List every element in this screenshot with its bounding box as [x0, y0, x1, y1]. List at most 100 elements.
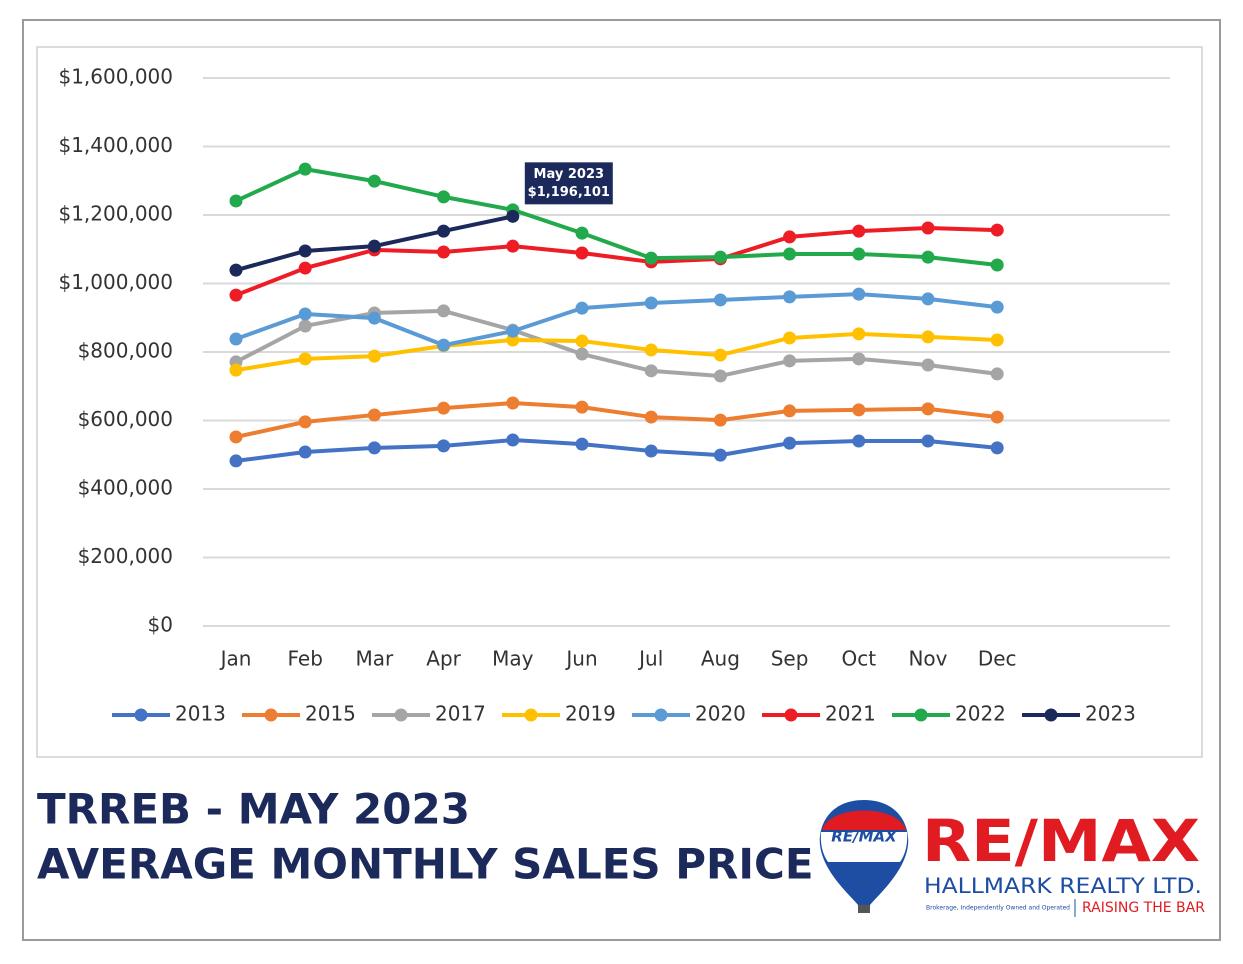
- point: [367, 408, 381, 422]
- point: [298, 319, 312, 333]
- point: [713, 293, 727, 307]
- balloon-text: RE/MAX: [831, 828, 898, 846]
- point: [575, 400, 589, 414]
- point: [367, 239, 381, 253]
- point: [644, 343, 658, 357]
- point: [367, 174, 381, 188]
- legend-marker: [1044, 708, 1058, 722]
- point: [644, 251, 658, 265]
- company: HALLMARK REALTY LTD.: [924, 874, 1202, 898]
- point: [298, 415, 312, 429]
- point: [644, 444, 658, 458]
- point: [852, 352, 866, 366]
- point: [506, 433, 520, 447]
- legend-label: 2020: [695, 702, 746, 726]
- point: [921, 402, 935, 416]
- point: [298, 352, 312, 366]
- x-tick-label: Apr: [426, 647, 461, 671]
- point: [298, 445, 312, 459]
- point: [990, 410, 1004, 424]
- y-tick-label: $200,000: [78, 544, 173, 568]
- point: [575, 334, 589, 348]
- point: [990, 333, 1004, 347]
- point: [506, 239, 520, 253]
- point: [713, 448, 727, 462]
- point: [437, 224, 451, 238]
- series-line: [235, 331, 998, 373]
- legend-label: 2019: [565, 702, 616, 726]
- point: [713, 413, 727, 427]
- point: [921, 250, 935, 264]
- x-tick-label: Nov: [908, 647, 947, 671]
- point: [852, 434, 866, 448]
- point: [990, 441, 1004, 455]
- x-tick-label: Jul: [637, 647, 663, 671]
- point: [298, 307, 312, 321]
- legend-marker: [394, 708, 408, 722]
- point: [437, 304, 451, 318]
- x-tick-label: Dec: [978, 647, 1017, 671]
- point: [783, 290, 797, 304]
- y-tick-label: $1,000,000: [58, 270, 173, 294]
- y-tick-label: $600,000: [78, 407, 173, 431]
- point: [921, 330, 935, 344]
- x-tick-label: Sep: [771, 647, 809, 671]
- point: [852, 287, 866, 301]
- x-tick-label: May: [492, 647, 534, 671]
- y-tick-label: $1,600,000: [58, 65, 173, 89]
- legend-marker: [784, 708, 798, 722]
- legend-label: 2021: [825, 702, 876, 726]
- point: [229, 332, 243, 346]
- y-tick-label: $400,000: [78, 476, 173, 500]
- legend-label: 2022: [955, 702, 1006, 726]
- legend-marker: [654, 708, 668, 722]
- legend-label: 2013: [175, 702, 226, 726]
- footer-title: TRREB - MAY 2023: [37, 785, 470, 834]
- point: [298, 261, 312, 275]
- annotation-box: [524, 162, 613, 205]
- point: [229, 288, 243, 302]
- point: [990, 223, 1004, 237]
- x-tick-label: Mar: [356, 647, 395, 671]
- point: [437, 439, 451, 453]
- chart-frame: [36, 46, 1203, 758]
- series-line: [235, 308, 998, 378]
- point: [298, 162, 312, 176]
- point: [783, 404, 797, 418]
- point: [783, 436, 797, 450]
- x-tick-label: Aug: [701, 647, 740, 671]
- point: [506, 396, 520, 410]
- point: [783, 331, 797, 345]
- legend-label: 2023: [1085, 702, 1136, 726]
- point: [575, 226, 589, 240]
- point: [437, 338, 451, 352]
- point: [783, 247, 797, 261]
- point: [229, 194, 243, 208]
- slogan: RAISING THE BAR: [1082, 900, 1205, 916]
- plot: $0 $200,000 $400,000 $600,000 $800,000 $1,000…: [58, 65, 1170, 726]
- point: [229, 430, 243, 444]
- balloon-logo: RE/MAX: [819, 800, 909, 913]
- legend-marker: [524, 708, 538, 722]
- legend-marker: [264, 708, 278, 722]
- point: [367, 441, 381, 455]
- point: [367, 311, 381, 325]
- y-tick-label: $1,200,000: [58, 202, 173, 226]
- point: [990, 258, 1004, 272]
- y-tick-label: $800,000: [78, 339, 173, 363]
- point: [644, 410, 658, 424]
- point: [644, 296, 658, 310]
- point: [713, 369, 727, 383]
- point: [783, 230, 797, 244]
- x-tick-label: Oct: [842, 647, 877, 671]
- point: [575, 301, 589, 315]
- footer-title: AVERAGE MONTHLY SALES PRICE: [37, 840, 814, 889]
- point: [852, 224, 866, 238]
- y-tick-label: $0: [148, 613, 173, 637]
- point: [575, 437, 589, 451]
- point: [437, 401, 451, 415]
- x-tick-label: Jun: [564, 647, 597, 671]
- series-line: [235, 226, 998, 298]
- point: [229, 454, 243, 468]
